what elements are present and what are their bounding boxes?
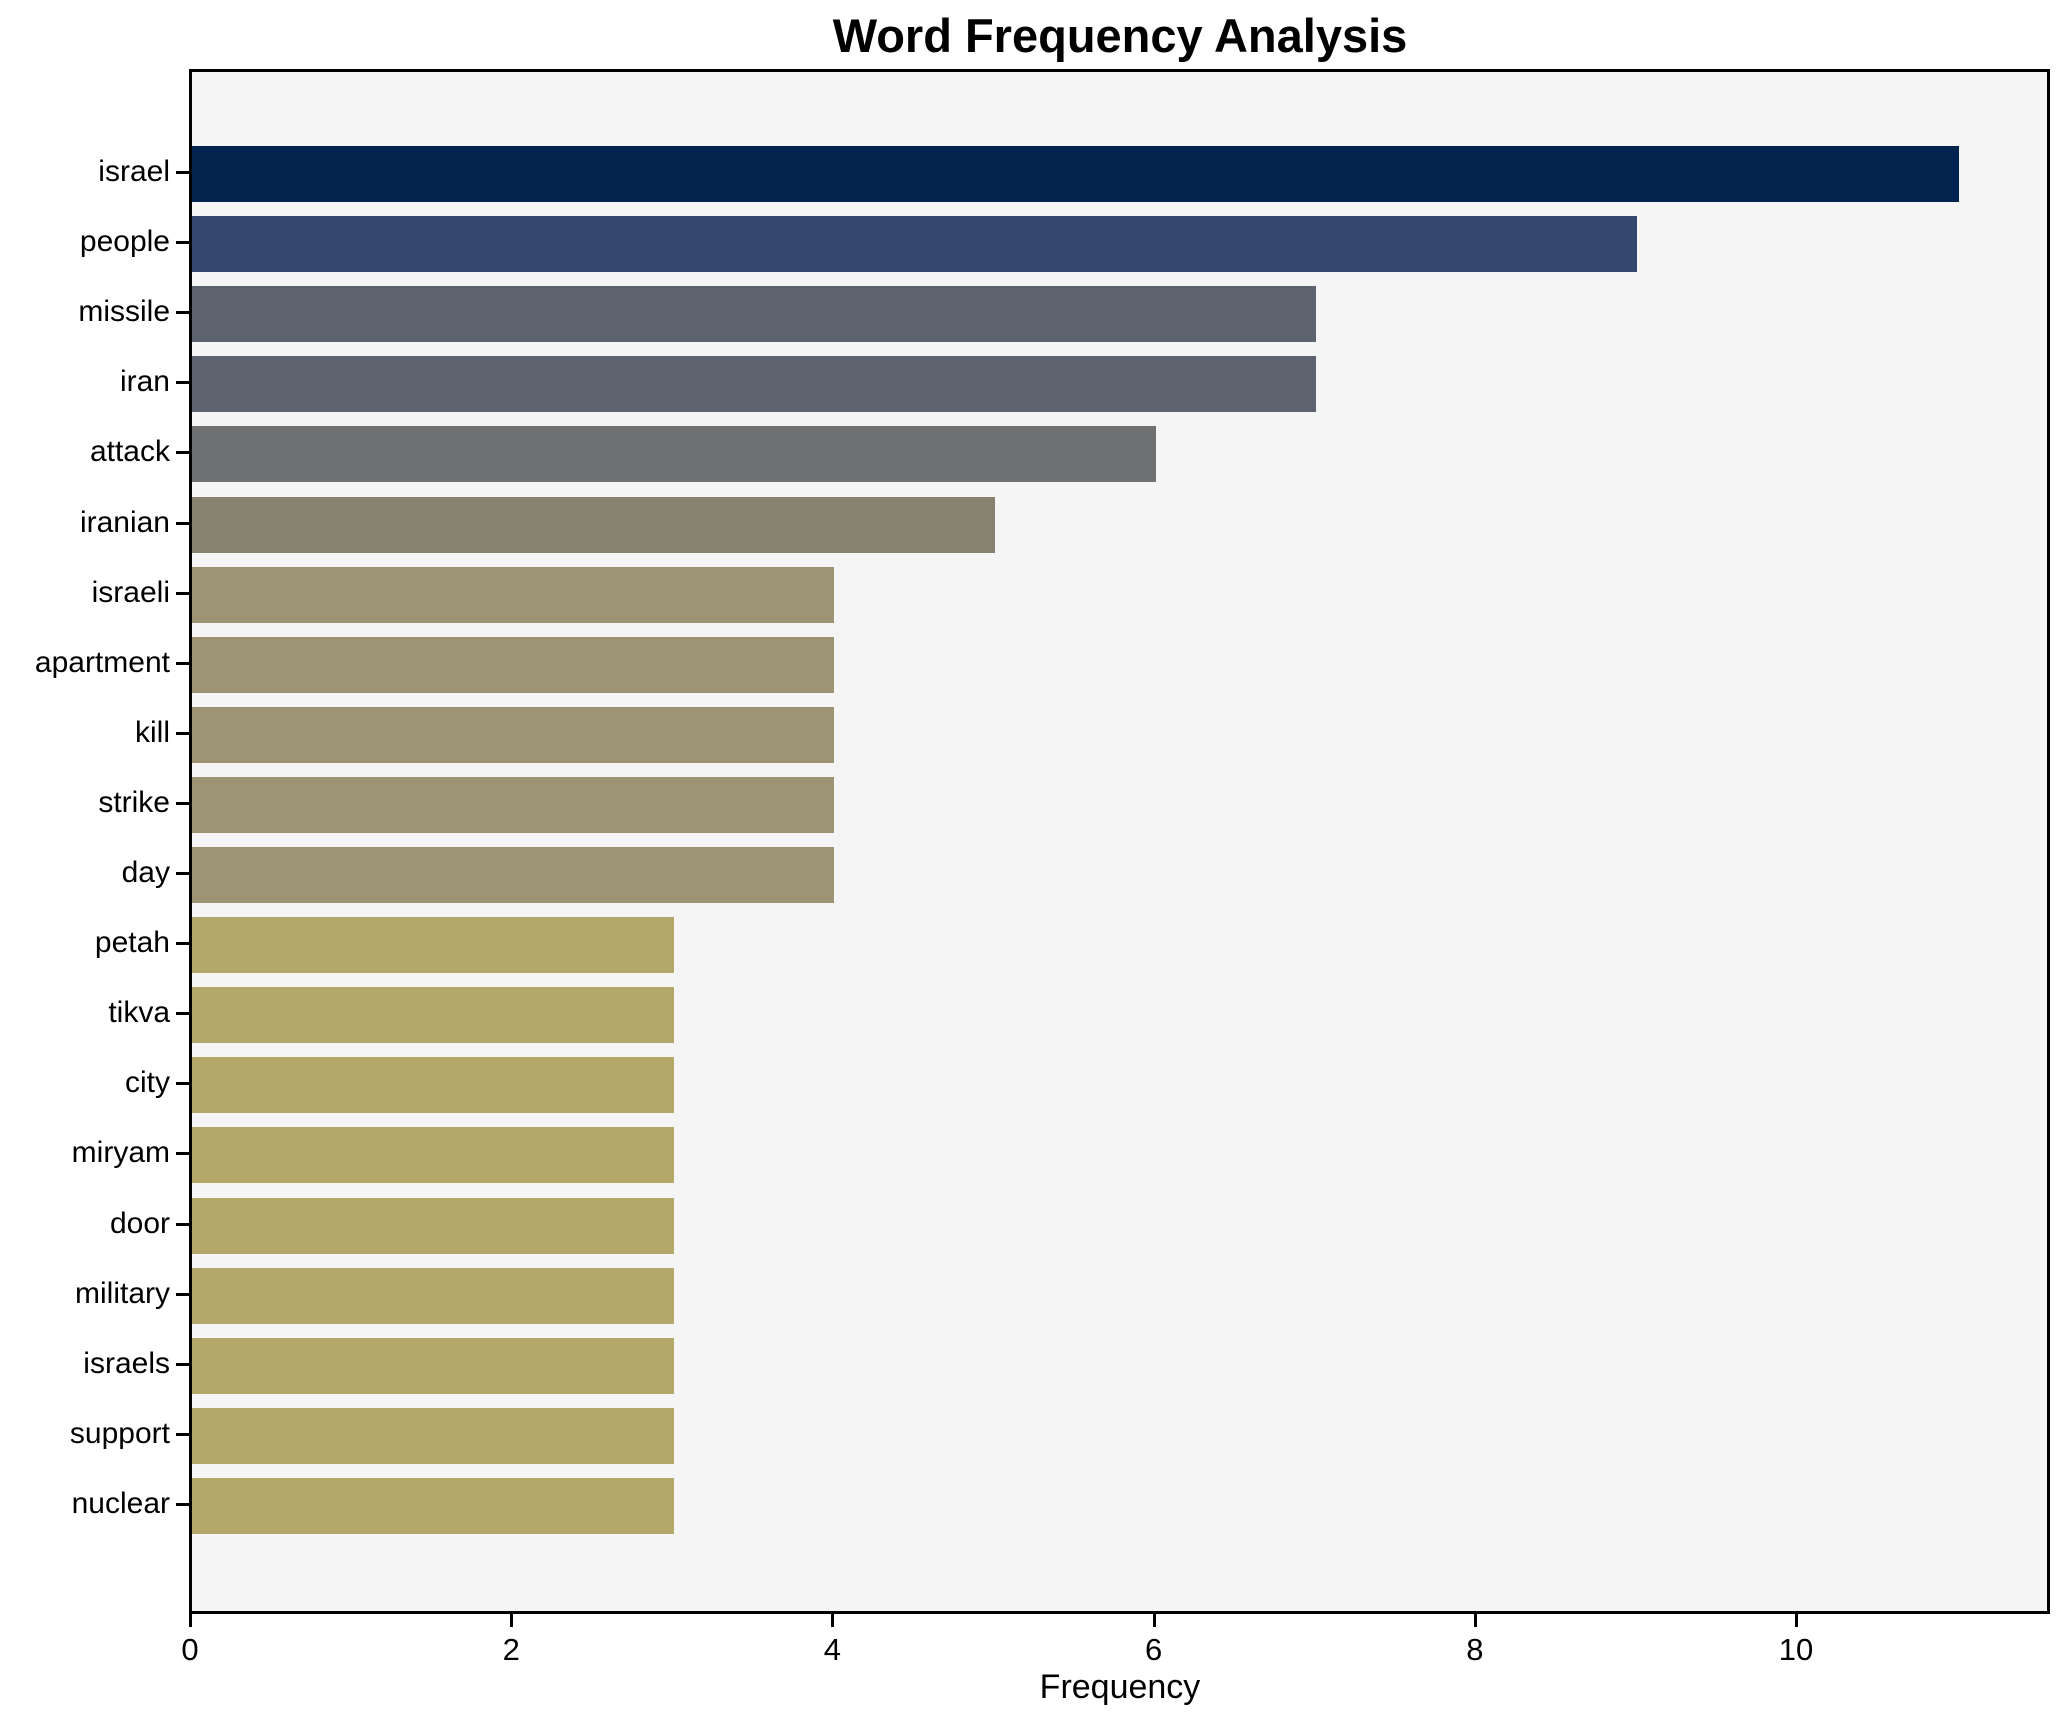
y-tick-label: petah <box>94 926 170 960</box>
bar-petah <box>192 917 674 974</box>
x-tick-label: 2 <box>502 1632 520 1667</box>
bar-city <box>192 1057 674 1114</box>
y-tick-label: missile <box>78 295 170 329</box>
y-tick <box>176 451 189 455</box>
y-tick <box>176 311 189 315</box>
bar-missile <box>192 286 1317 343</box>
bar-attack <box>192 426 1156 483</box>
y-tick-label: israels <box>83 1346 170 1380</box>
y-tick <box>176 591 189 595</box>
bar-kill <box>192 706 835 763</box>
y-tick-label: day <box>121 856 170 890</box>
y-tick-label: attack <box>89 435 170 469</box>
x-tick-label: 4 <box>823 1632 842 1667</box>
y-tick <box>176 872 189 876</box>
y-tick <box>176 1362 189 1366</box>
bar-iran <box>192 356 1317 413</box>
y-tick <box>176 241 189 245</box>
bar-iranian <box>192 496 996 553</box>
plot-area <box>189 69 2050 1614</box>
y-tick <box>176 1082 189 1086</box>
y-tick <box>176 1502 189 1506</box>
y-tick-label: iranian <box>79 505 170 539</box>
y-tick <box>176 381 189 385</box>
y-tick <box>176 521 189 525</box>
x-tick-label: 8 <box>1466 1632 1484 1667</box>
bar-strike <box>192 776 835 833</box>
y-tick <box>176 1012 189 1016</box>
y-tick <box>176 171 189 175</box>
x-tick <box>189 1613 192 1627</box>
x-tick <box>1473 1613 1477 1627</box>
y-tick-label: nuclear <box>71 1486 170 1520</box>
bar-israels <box>192 1337 674 1394</box>
y-tick-label: military <box>75 1276 170 1310</box>
y-tick <box>176 1432 189 1436</box>
bar-support <box>192 1407 674 1464</box>
y-tick-label: miryam <box>71 1136 170 1170</box>
x-tick-label: 10 <box>1778 1632 1814 1667</box>
bar-people <box>192 216 1638 273</box>
y-tick-label: support <box>69 1416 170 1450</box>
bar-miryam <box>192 1127 674 1184</box>
x-tick <box>1795 1613 1799 1627</box>
bar-tikva <box>192 987 674 1044</box>
y-tick-label: apartment <box>34 645 170 679</box>
bar-nuclear <box>192 1477 674 1534</box>
bar-apartment <box>192 636 835 693</box>
y-tick <box>176 801 189 805</box>
y-tick-label: city <box>125 1066 170 1100</box>
x-tick-label: 0 <box>181 1632 199 1667</box>
y-tick-label: people <box>79 225 170 259</box>
x-tick <box>831 1613 835 1627</box>
y-tick <box>176 1152 189 1156</box>
y-tick-label: strike <box>98 785 170 819</box>
y-tick-label: israeli <box>91 575 170 609</box>
bar-door <box>192 1197 674 1254</box>
y-tick-label: door <box>109 1206 170 1240</box>
y-tick-label: israel <box>98 155 170 189</box>
bar-israel <box>192 146 1959 203</box>
y-tick <box>176 1222 189 1226</box>
y-tick <box>176 661 189 665</box>
y-tick-label: kill <box>135 715 170 749</box>
bar-day <box>192 847 835 904</box>
x-axis-title: Frequency <box>1039 1668 1201 1706</box>
y-tick-label: iran <box>119 365 170 399</box>
bar-israeli <box>192 566 835 623</box>
bar-military <box>192 1267 674 1324</box>
y-tick <box>176 1292 189 1296</box>
y-tick <box>176 942 189 946</box>
x-tick <box>1152 1613 1156 1627</box>
y-tick-label: tikva <box>108 996 170 1030</box>
chart-title: Word Frequency Analysis <box>832 9 1408 62</box>
y-tick <box>176 731 189 735</box>
x-tick-label: 6 <box>1145 1632 1163 1667</box>
x-tick <box>510 1613 514 1627</box>
